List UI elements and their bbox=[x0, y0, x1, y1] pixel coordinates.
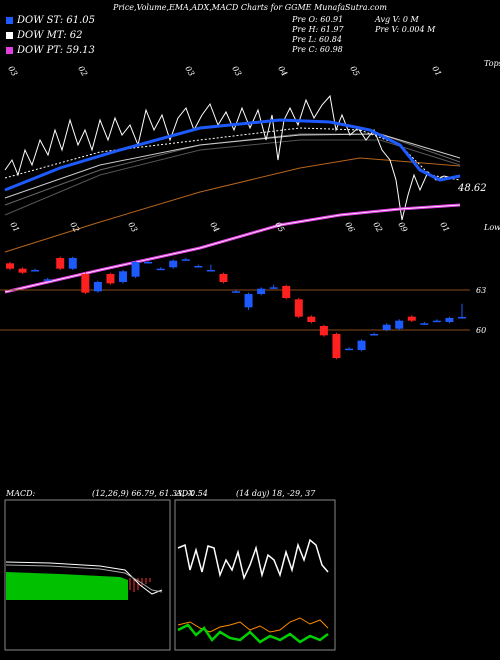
candle-body bbox=[244, 294, 253, 308]
date-label: 09 bbox=[396, 221, 409, 234]
candle-body bbox=[156, 268, 165, 271]
candle-body bbox=[194, 266, 203, 268]
candle-body bbox=[219, 274, 228, 282]
candle-body bbox=[357, 340, 366, 350]
legend-swatch bbox=[6, 47, 13, 54]
legend-swatch bbox=[6, 32, 13, 39]
price-line bbox=[4, 94, 461, 221]
candle-body bbox=[407, 316, 416, 321]
adx-green bbox=[177, 623, 329, 644]
adx-label: ADX bbox=[175, 489, 194, 498]
date-label: 04 bbox=[276, 65, 289, 78]
date-label: 03 bbox=[6, 65, 19, 78]
stat: Pre H: 61.97 bbox=[291, 25, 345, 34]
ema-blue bbox=[4, 118, 461, 192]
legend-swatch bbox=[6, 17, 13, 24]
date-label: 03 bbox=[126, 221, 139, 234]
candle-body bbox=[432, 320, 441, 323]
candle-body bbox=[332, 334, 341, 358]
ema-gray bbox=[4, 133, 461, 199]
ema-magenta-inner bbox=[4, 204, 461, 293]
candle-body bbox=[81, 274, 90, 293]
lows-label: Lows bbox=[483, 223, 500, 232]
date-label: 02 bbox=[76, 65, 89, 78]
date-label: 02 bbox=[68, 221, 81, 234]
legend-entry: DOW ST: 61.05 bbox=[16, 15, 95, 26]
stat: Pre O: 60.91 bbox=[291, 15, 343, 24]
stat: Avg V: 0 M bbox=[374, 15, 419, 24]
candle-body bbox=[169, 260, 178, 268]
candle-body bbox=[68, 258, 77, 269]
legend-entry: DOW MT: 62 bbox=[16, 30, 83, 41]
macd-signal bbox=[5, 564, 163, 593]
candle-body bbox=[93, 282, 102, 292]
candle-body bbox=[206, 270, 215, 272]
macd-line bbox=[5, 561, 163, 595]
candle-body bbox=[395, 320, 404, 329]
candle-body bbox=[232, 291, 240, 293]
date-label: 04 bbox=[208, 221, 221, 234]
date-label: 01 bbox=[430, 65, 443, 78]
candle-body bbox=[458, 316, 466, 319]
candle-body bbox=[307, 316, 316, 322]
stat: Pre V: 0.004 M bbox=[374, 25, 436, 34]
date-label: 02 bbox=[371, 221, 384, 234]
macd-neg bbox=[129, 578, 151, 592]
chart-title: Price,Volume,EMA,ADX,MACD Charts for GGM… bbox=[112, 3, 387, 12]
candle-body bbox=[181, 259, 190, 261]
legend-entry: DOW PT: 59.13 bbox=[16, 45, 95, 56]
date-label: 05 bbox=[273, 221, 286, 234]
candle-body bbox=[294, 299, 303, 317]
candle-body bbox=[119, 271, 127, 282]
candle-body bbox=[18, 268, 27, 273]
y-tick-label: 63 bbox=[476, 286, 486, 295]
macd-histogram bbox=[6, 572, 128, 600]
ema-panel bbox=[4, 94, 461, 294]
adx-line bbox=[177, 538, 329, 581]
y-tick-label: 60 bbox=[476, 326, 486, 335]
ema-brown bbox=[4, 157, 461, 253]
candle-body bbox=[144, 262, 153, 264]
date-label: 01 bbox=[438, 221, 451, 234]
ema-white bbox=[4, 127, 461, 181]
macd-label: MACD: bbox=[5, 489, 36, 498]
candle-body bbox=[257, 288, 266, 294]
stat: Pre L: 60.84 bbox=[291, 35, 342, 44]
band-line bbox=[4, 133, 461, 206]
candle-body bbox=[420, 323, 429, 325]
last-value: 48.62 bbox=[457, 183, 487, 194]
candle-body bbox=[370, 334, 379, 336]
date-label: 03 bbox=[230, 65, 243, 78]
date-label: 05 bbox=[348, 65, 361, 78]
date-label: 06 bbox=[343, 221, 356, 234]
candle-body bbox=[445, 318, 454, 322]
adx-params: (14 day) 18, -29, 37 bbox=[236, 489, 316, 498]
candle-body bbox=[6, 263, 14, 269]
date-labels: 03 02 03 03 04 05 01 01 02 03 04 05 06 02 09 01 bbox=[6, 65, 451, 234]
ema-magenta bbox=[4, 203, 461, 294]
candle-body bbox=[269, 287, 278, 289]
candle-body bbox=[106, 274, 115, 284]
candle-body bbox=[282, 286, 291, 298]
band-line bbox=[4, 139, 461, 216]
candle-panel: 60 63 bbox=[0, 256, 486, 360]
candle-body bbox=[345, 348, 353, 351]
candle-body bbox=[56, 258, 65, 269]
stat: Pre C: 60.98 bbox=[291, 45, 343, 54]
legend: DOW ST: 61.05 DOW MT: 62 DOW PT: 59.13 bbox=[6, 15, 95, 56]
tops-label: Tops bbox=[484, 59, 500, 68]
date-label: 03 bbox=[183, 65, 196, 78]
candle-body bbox=[382, 324, 391, 330]
adx-frame bbox=[174, 499, 336, 651]
candle-body bbox=[131, 262, 140, 277]
candle-body bbox=[319, 326, 328, 336]
candle-body bbox=[31, 270, 40, 272]
macd-params: (12,26,9) 66.79, 61.33, -0.54 bbox=[92, 489, 208, 498]
date-label: 01 bbox=[8, 221, 21, 234]
candle-body bbox=[43, 279, 52, 281]
